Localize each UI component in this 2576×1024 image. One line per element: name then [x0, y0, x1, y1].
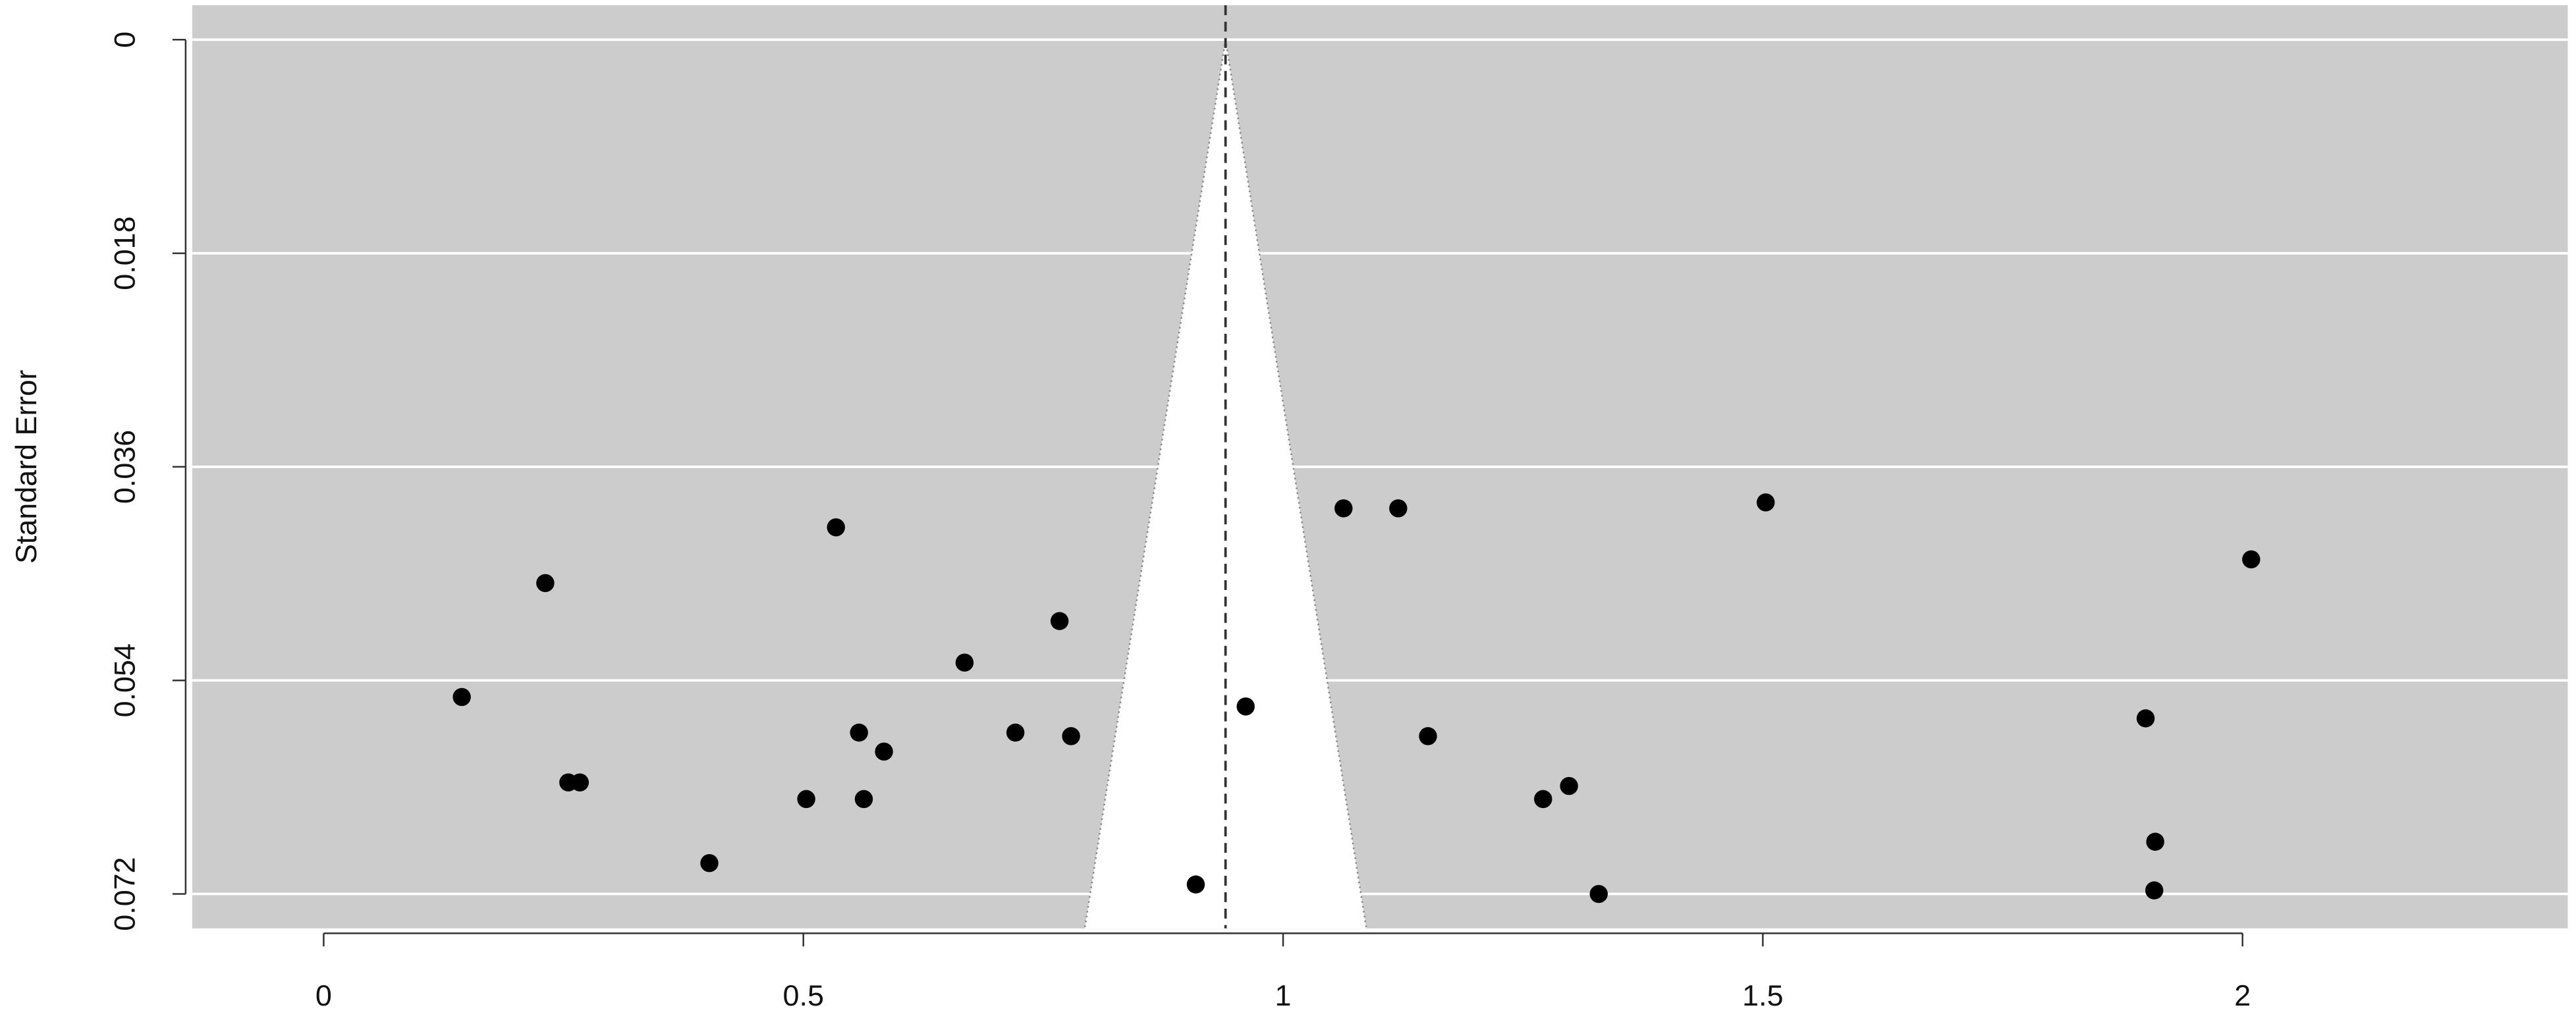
point: [452, 687, 471, 707]
point: [1236, 697, 1255, 716]
point: [797, 790, 815, 809]
point: [1050, 612, 1069, 630]
point: [875, 742, 893, 761]
point: [850, 723, 868, 742]
point: [955, 653, 974, 672]
point: [1186, 875, 1205, 894]
x-tick-label: 0: [315, 979, 332, 1012]
x-tick-label: 0.5: [783, 979, 824, 1012]
funnel-edge: [1083, 40, 1226, 929]
y-tick-label: 0.036: [108, 430, 142, 504]
point: [1560, 776, 1578, 795]
point: [1589, 884, 1608, 903]
y-tick-label: 0.054: [108, 643, 142, 717]
point: [1419, 727, 1437, 745]
point: [1006, 723, 1025, 742]
y-tick-label: 0.072: [108, 857, 142, 930]
point: [1534, 790, 1552, 809]
y-tick-label: 0.018: [108, 216, 142, 290]
y-tick-label: 0: [108, 32, 142, 48]
point: [700, 853, 719, 873]
point: [2242, 550, 2261, 569]
point: [827, 518, 845, 537]
point: [536, 574, 555, 593]
point: [1062, 727, 1080, 745]
x-tick-label: 2: [2234, 979, 2251, 1012]
x-tick-label: 1: [1275, 979, 1292, 1012]
point: [2145, 881, 2164, 900]
funnel-edge: [1224, 40, 1367, 929]
point: [854, 790, 873, 809]
point: [1389, 499, 1408, 518]
point: [1757, 493, 1775, 512]
y-axis-label: Standard Error: [9, 370, 43, 564]
point: [2146, 832, 2164, 851]
x-tick-label: 1.5: [1742, 979, 1783, 1012]
point: [570, 773, 589, 792]
point: [2136, 709, 2155, 728]
point: [1334, 499, 1353, 518]
